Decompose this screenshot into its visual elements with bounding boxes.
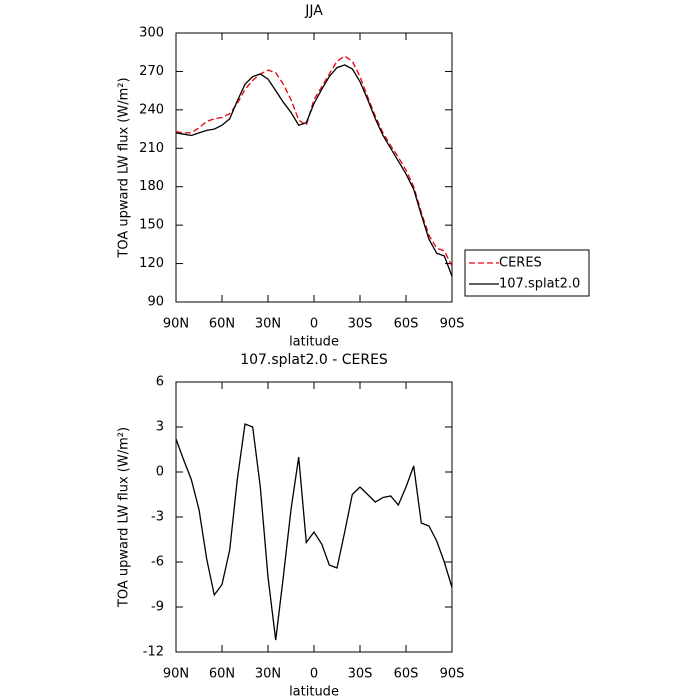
y-tick-label: 210 [139,141,164,156]
legend-box [464,249,590,297]
x-tick-label: 90S [440,667,465,682]
data-line [175,55,453,267]
x-tick-label: 60S [394,667,419,682]
x-tick-label: 30N [255,317,281,332]
x-tick-label: 60N [209,317,235,332]
x-tick-label: 0 [310,667,318,682]
plot-frame [175,32,453,303]
chart-title: 107.splat2.0 - CERES [240,352,388,368]
x-tick-label: 90S [440,317,465,332]
x-tick-label: 90N [163,317,189,332]
x-axis-label: latitude [289,685,339,700]
y-tick-label: 90 [147,295,164,310]
y-tick-label: 120 [139,256,164,271]
y-tick-label: -12 [143,645,164,660]
y-tick-label: 6 [156,375,164,390]
y-tick-label: 180 [139,179,164,194]
y-tick-label: 3 [156,420,164,435]
x-tick-label: 30S [348,667,373,682]
x-tick-label: 90N [163,667,189,682]
y-axis-label: TOA upward LW flux (W/m²) [117,427,132,608]
x-tick-label: 30N [255,667,281,682]
y-axis-label: TOA upward LW flux (W/m²) [117,77,132,258]
x-tick-label: 60N [209,667,235,682]
y-tick-label: -9 [151,600,164,615]
y-tick-label: 270 [139,64,164,79]
y-tick-label: 0 [156,465,164,480]
y-tick-label: 300 [139,26,164,41]
panel: JJA latitude TOA upward LW flux (W/m²) 90 12… [117,3,590,350]
data-line [175,423,453,641]
legend-label: 107.splat2.0 [499,277,580,292]
panel: 107.splat2.0 - CERES latitude TOA upward L… [117,352,465,700]
y-tick-label: -3 [151,510,164,525]
x-axis-label: latitude [289,335,339,350]
x-tick-label: 30S [348,317,373,332]
chart-title: JJA [304,3,323,19]
x-tick-label: 0 [310,317,318,332]
legend-label: CERES [499,256,542,271]
data-line [175,64,453,277]
plot-frame [175,381,453,653]
y-tick-label: -6 [151,555,164,570]
y-tick-label: 240 [139,102,164,117]
x-tick-label: 60S [394,317,419,332]
y-tick-label: 150 [139,218,164,233]
